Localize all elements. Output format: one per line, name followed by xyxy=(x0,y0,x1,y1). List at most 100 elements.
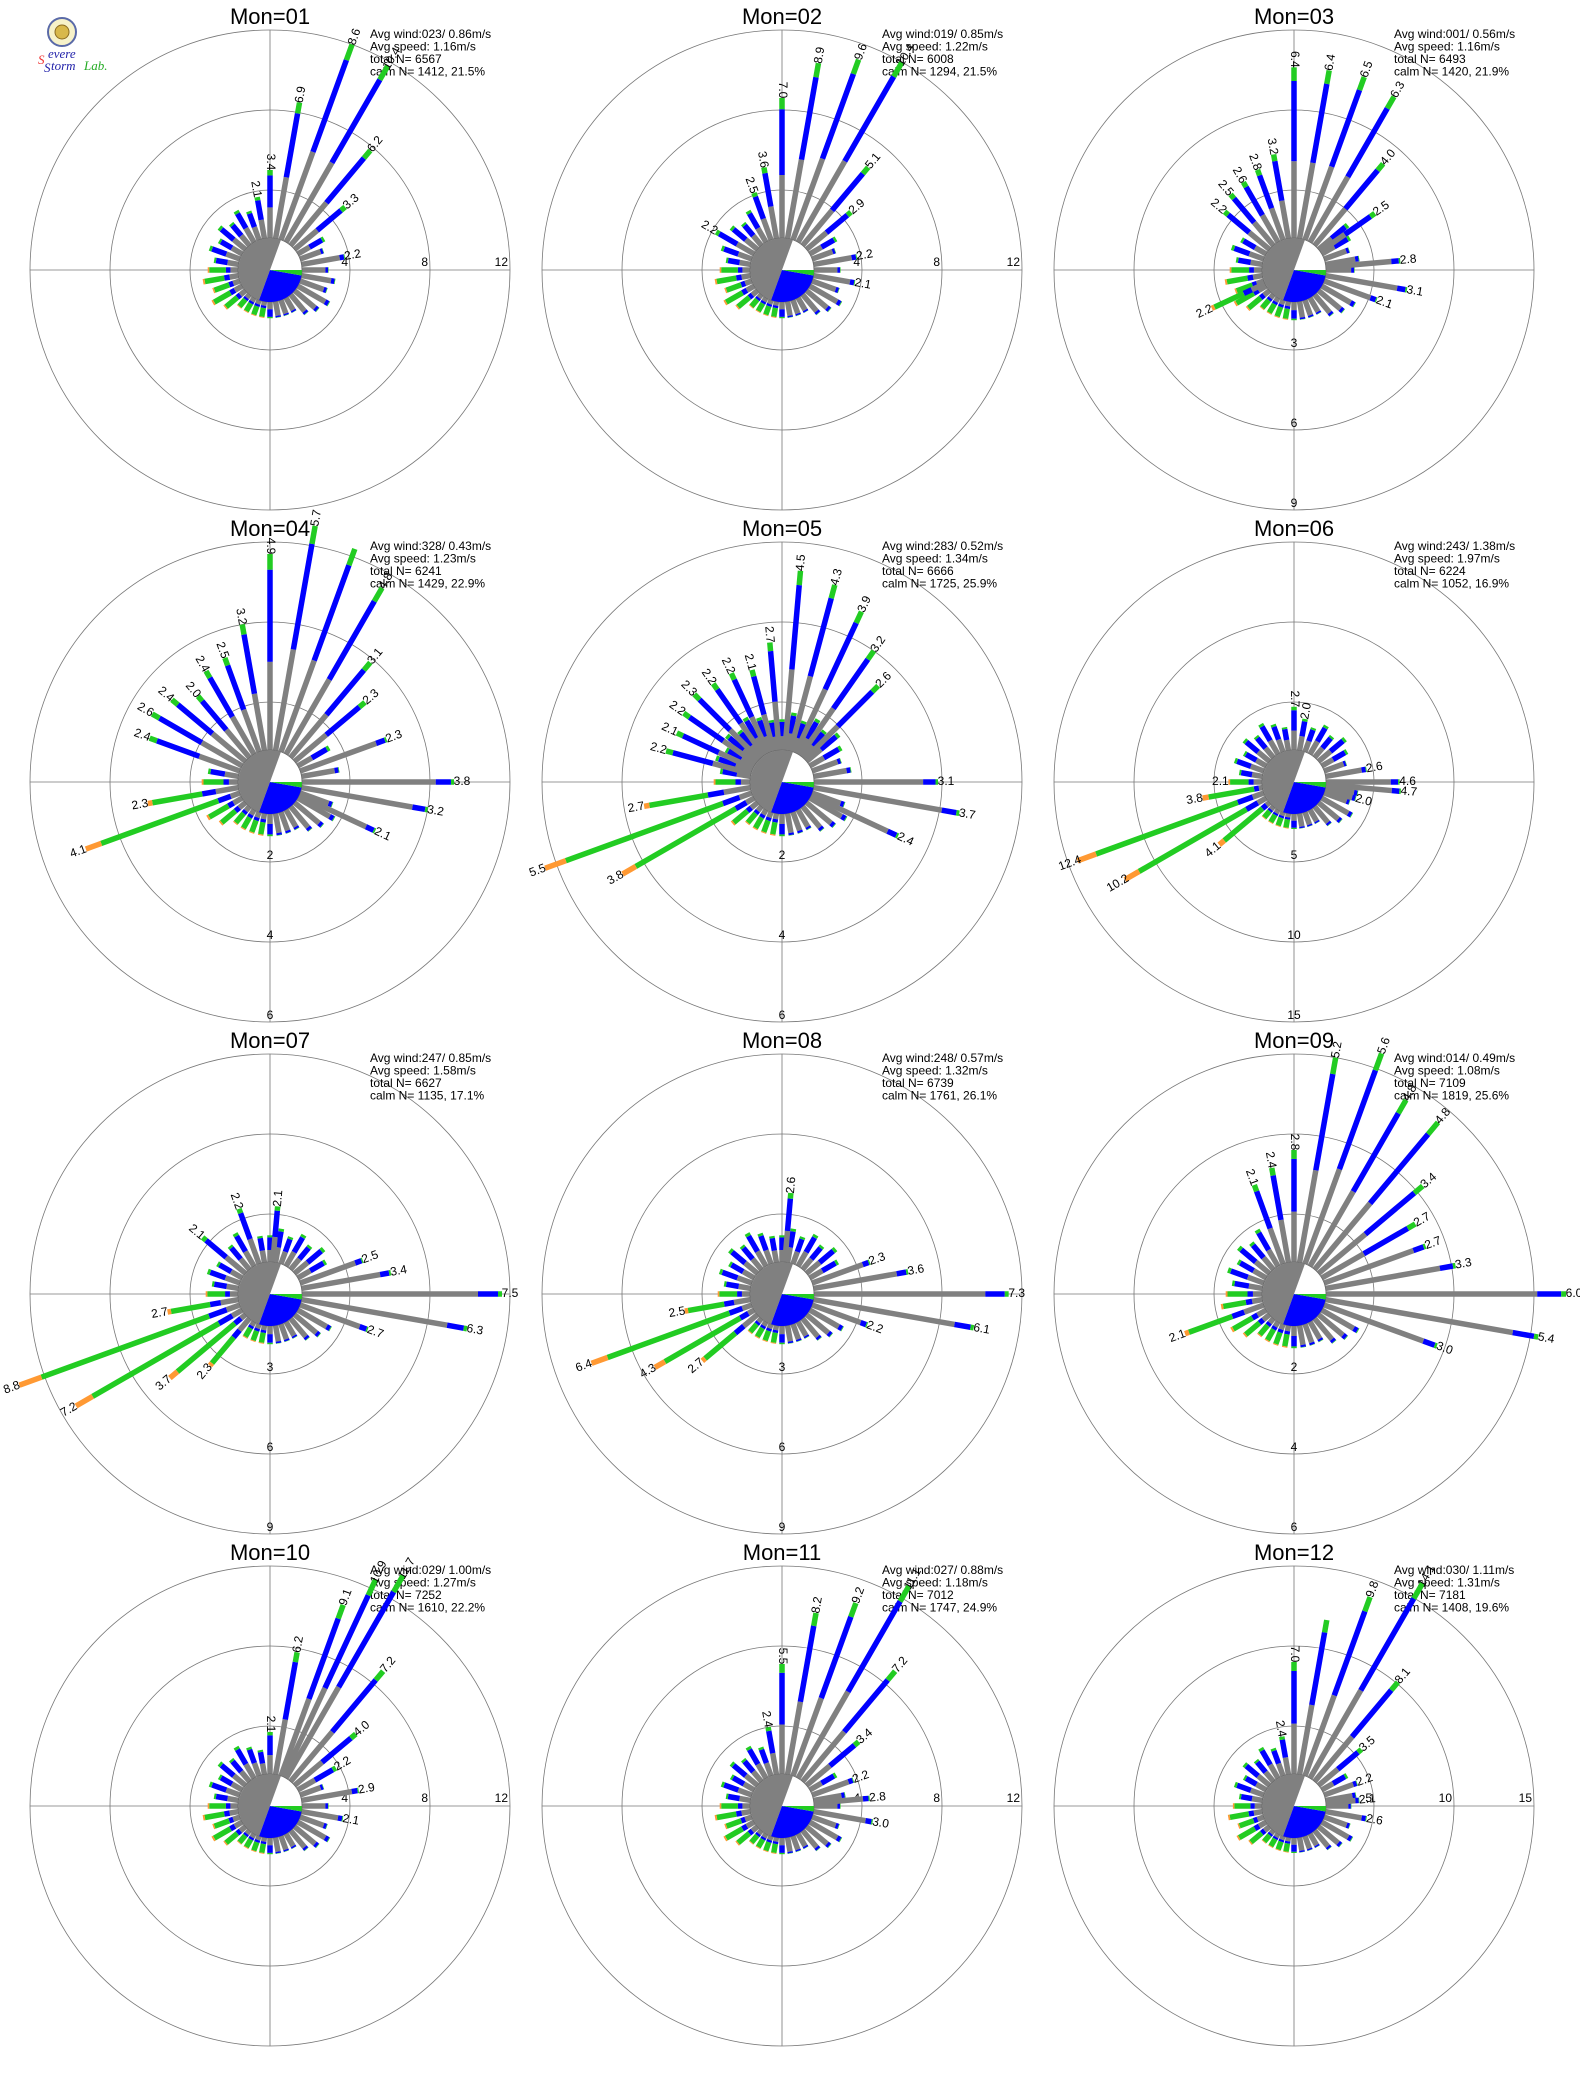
bar-segment xyxy=(730,820,736,826)
bar-segment xyxy=(1270,1175,1284,1221)
bar-segment xyxy=(798,76,819,161)
bar-value-label: 2.8 xyxy=(869,1789,887,1804)
minor-bar xyxy=(1281,726,1292,751)
bar-segment xyxy=(292,732,328,764)
direction-bar xyxy=(1251,1184,1286,1265)
bar-segment xyxy=(837,287,840,294)
bar-segment xyxy=(737,1291,742,1297)
direction-bar xyxy=(804,1739,861,1788)
bar-segment xyxy=(258,1342,265,1344)
bar-segment xyxy=(375,737,386,746)
bar-segment xyxy=(337,1815,343,1822)
minor-bar xyxy=(784,813,795,836)
bar-segment xyxy=(247,1238,262,1265)
direction-bar xyxy=(278,43,355,241)
bar-segment xyxy=(1251,771,1263,780)
direction-bar xyxy=(1323,1243,1427,1286)
bar-segment xyxy=(779,1664,785,1673)
bar-segment xyxy=(1354,255,1359,262)
bar-segment xyxy=(741,1246,755,1261)
bar-segment xyxy=(229,1269,244,1281)
calm-wedge-green xyxy=(270,270,302,276)
minor-bar xyxy=(288,1828,309,1852)
bar-segment xyxy=(1256,1307,1268,1318)
direction-bar xyxy=(283,1574,406,1780)
minor-bar xyxy=(272,813,283,836)
bar-segment xyxy=(450,779,454,785)
bar-segment xyxy=(259,1763,268,1775)
bar-segment xyxy=(1260,802,1269,811)
bar-segment xyxy=(1271,1749,1282,1765)
bar-value-label: 2.0 xyxy=(1297,701,1314,720)
minor-bar xyxy=(288,1244,313,1272)
bar-segment xyxy=(258,316,265,318)
bar-segment xyxy=(1226,275,1249,285)
minor-bar xyxy=(301,767,340,780)
minor-bar xyxy=(213,1793,239,1804)
calm-wedge-green xyxy=(782,782,814,788)
bar-segment xyxy=(1291,710,1297,731)
bar-segment xyxy=(1345,107,1390,179)
direction-bar xyxy=(1270,153,1292,239)
bar-segment xyxy=(290,308,297,313)
minor-bar xyxy=(292,1246,326,1276)
bar-segment xyxy=(751,1769,764,1784)
bar-segment xyxy=(292,1651,300,1663)
bar-segment xyxy=(772,1841,779,1845)
minor-bar xyxy=(745,209,769,244)
bar-segment xyxy=(1256,1231,1271,1252)
bar-segment xyxy=(1258,722,1265,729)
bar-segment xyxy=(771,1250,780,1263)
panel-title: Mon=05 xyxy=(742,516,822,541)
bar-segment xyxy=(282,1238,293,1253)
bar-segment xyxy=(272,1325,282,1342)
bar-segment xyxy=(1253,245,1268,257)
minor-bar xyxy=(1254,1228,1281,1268)
bar-value-label: 2.7 xyxy=(762,626,777,644)
direction-bar xyxy=(1312,1680,1400,1784)
bar-segment xyxy=(795,1690,851,1780)
bar-segment xyxy=(753,808,760,816)
bar-segment xyxy=(770,316,777,318)
bar-segment xyxy=(330,801,334,808)
direction-bar xyxy=(288,148,373,248)
bar-segment xyxy=(299,740,378,774)
bar-segment xyxy=(213,1818,231,1829)
bar-segment xyxy=(829,171,865,213)
direction-bar xyxy=(272,1651,300,1775)
direction-bar xyxy=(296,1765,338,1793)
minor-bar xyxy=(757,1232,774,1265)
bar-segment xyxy=(1259,305,1265,311)
bar-segment xyxy=(760,299,767,305)
direction-bar xyxy=(813,272,856,286)
bar-segment xyxy=(738,1283,751,1292)
bar-segment xyxy=(825,1841,832,1848)
bar-segment xyxy=(297,793,368,830)
bar-segment xyxy=(740,779,750,785)
bar-segment xyxy=(267,823,273,835)
minor-bar xyxy=(1326,1803,1352,1809)
bar-segment xyxy=(260,813,268,820)
minor-bar xyxy=(302,1803,329,1809)
bar-segment xyxy=(291,1236,305,1254)
bar-segment xyxy=(209,1803,226,1809)
bar-segment xyxy=(267,1334,273,1343)
minor-bar xyxy=(800,292,821,316)
bar-segment xyxy=(813,1296,955,1328)
bar-segment xyxy=(229,221,235,228)
bar-segment xyxy=(233,1745,240,1752)
direction-bar xyxy=(795,60,905,244)
bar-segment xyxy=(1248,1839,1253,1845)
bar-segment xyxy=(210,768,226,777)
bar-segment xyxy=(728,1248,734,1255)
bar-segment xyxy=(315,1843,320,1849)
bar-segment xyxy=(225,1787,241,1798)
bar-segment xyxy=(1275,1840,1284,1851)
minor-bar xyxy=(1253,1758,1276,1784)
bar-segment xyxy=(663,1315,742,1364)
minor-bar xyxy=(745,804,764,826)
bar-segment xyxy=(1324,69,1332,85)
bar-segment xyxy=(267,553,273,570)
bar-segment xyxy=(762,313,769,317)
minor-bar xyxy=(760,811,774,834)
